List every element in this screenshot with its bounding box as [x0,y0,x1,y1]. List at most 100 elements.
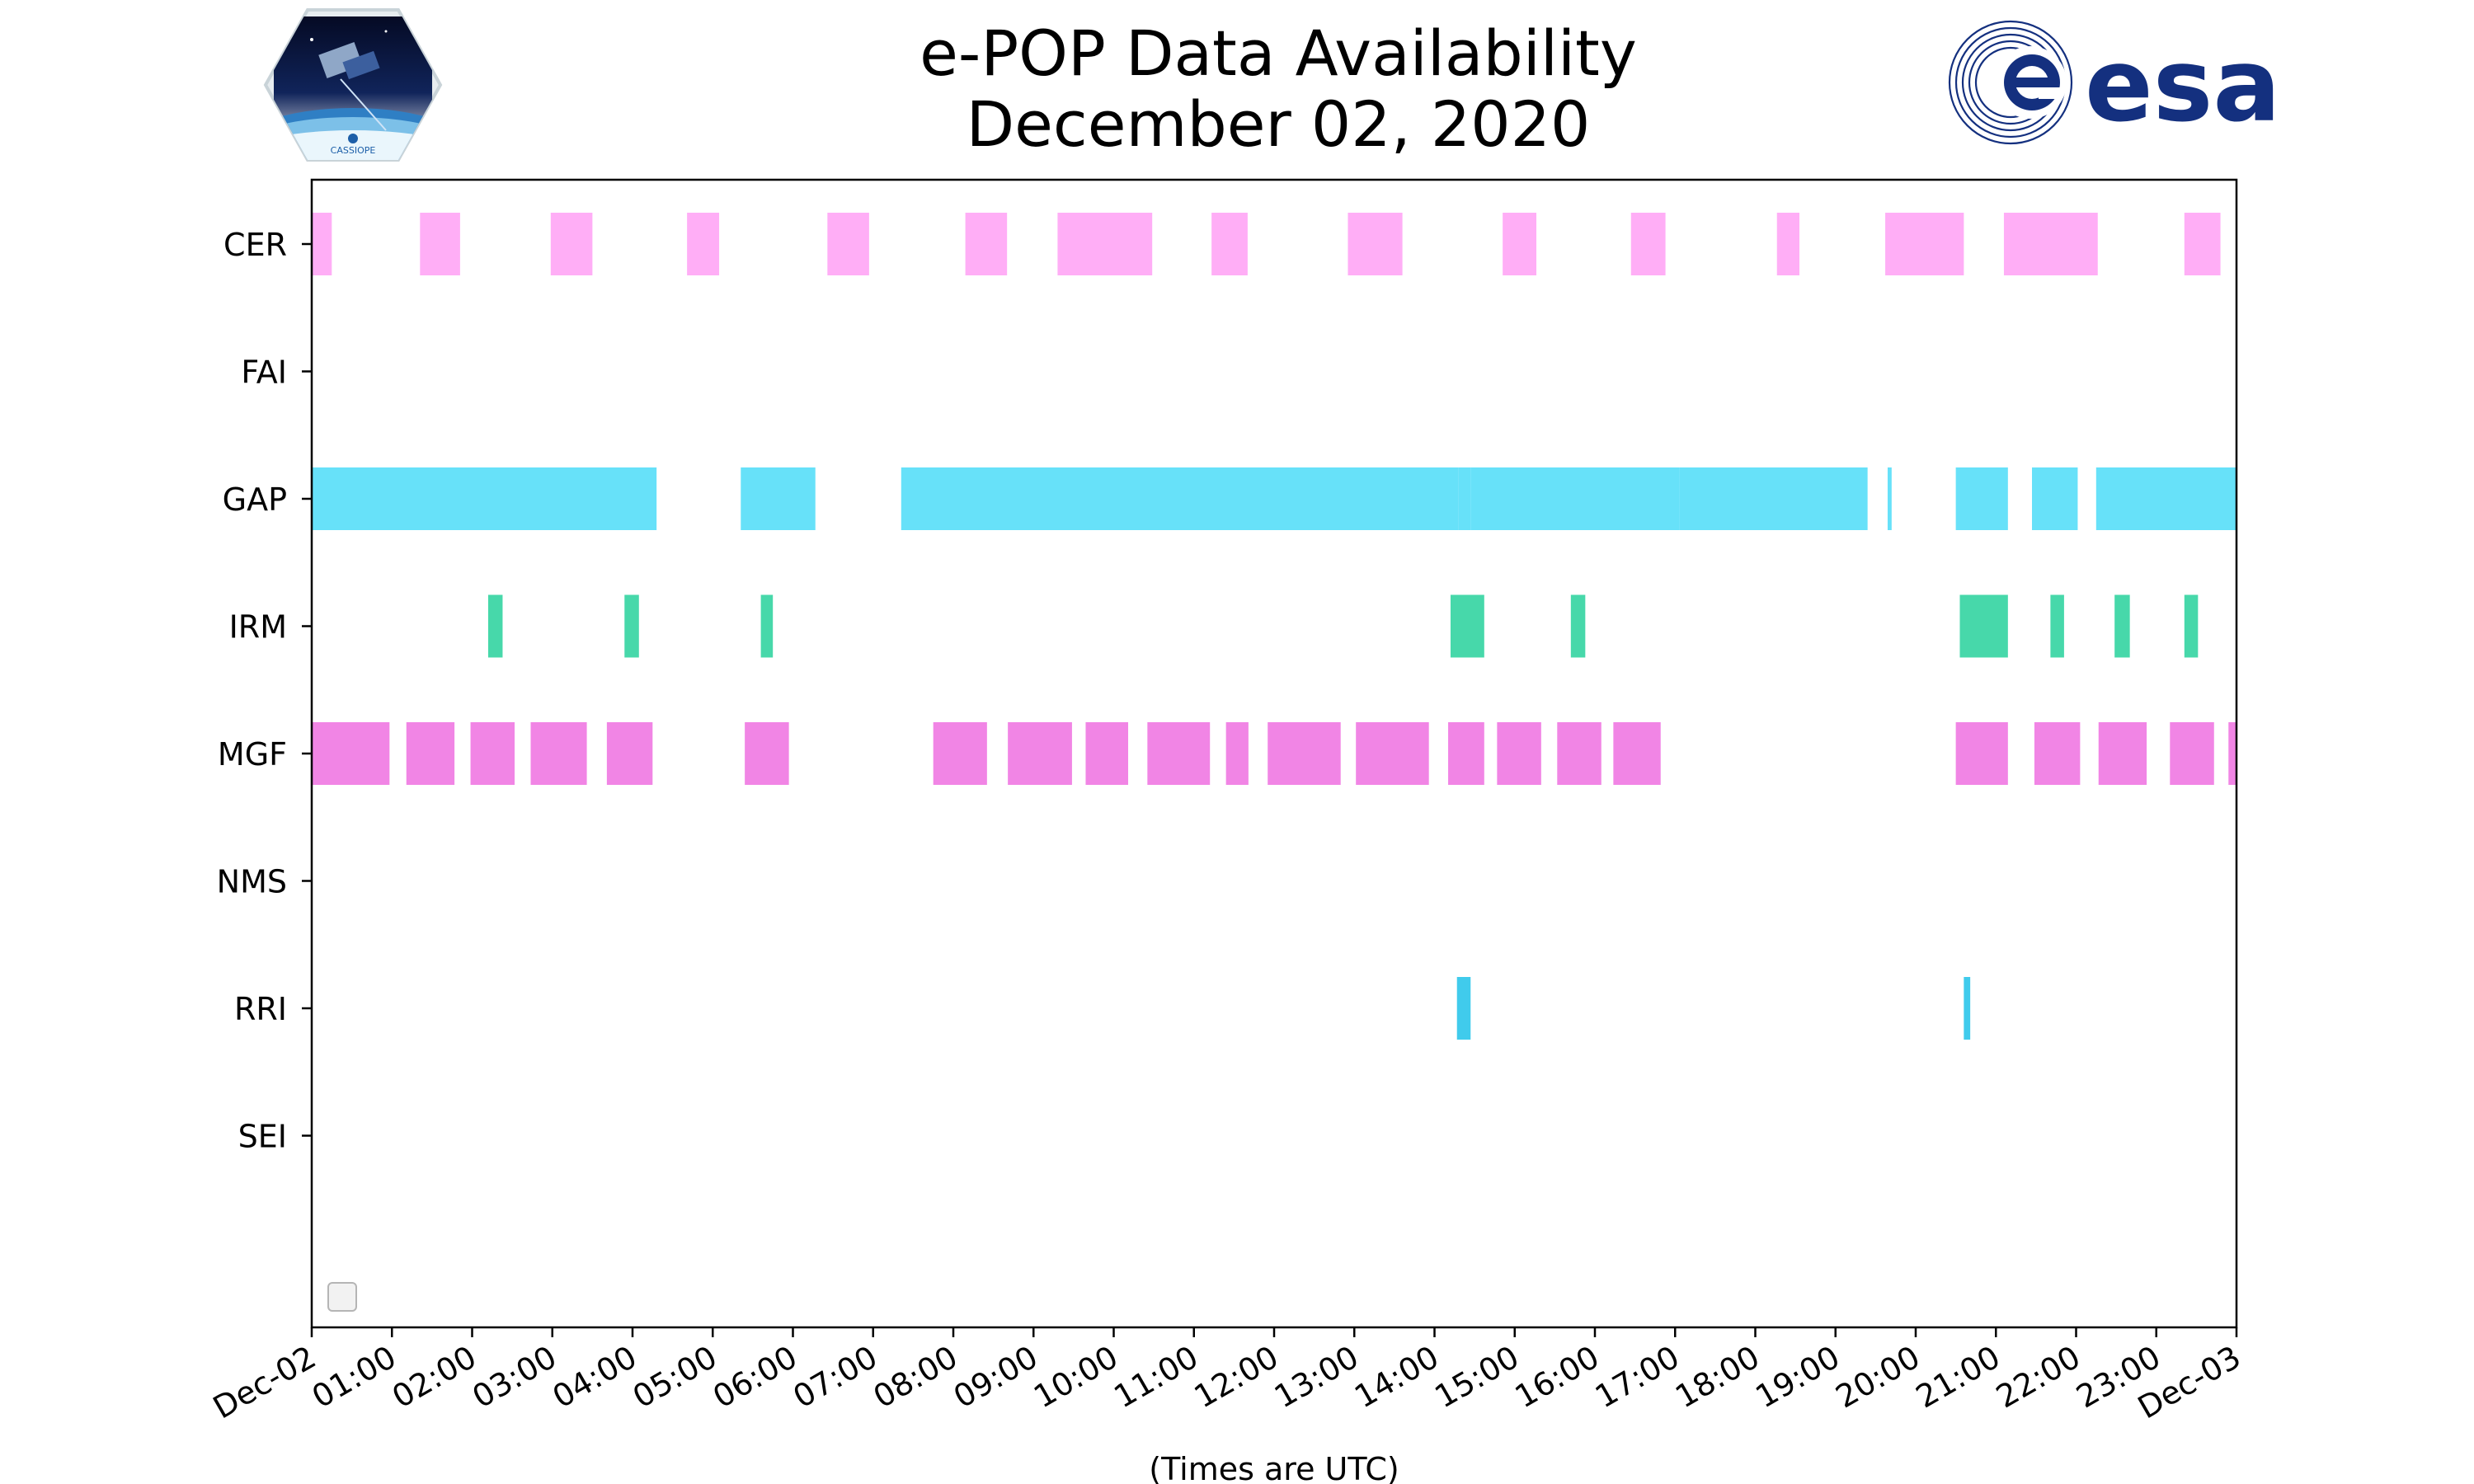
chart-title-line2: December 02, 2020 [966,87,1591,161]
bar-cer-6 [1057,213,1153,275]
bar-rri-0 [1456,977,1471,1040]
x-tick-label-13: 13:00 [1268,1339,1365,1416]
bar-cer-14 [2184,213,2221,275]
x-tick-label-8: 08:00 [868,1339,964,1416]
x-tick-label-1: 01:00 [306,1339,402,1416]
y-tick-label-rri: RRI [234,991,287,1027]
bar-mgf-20 [2170,722,2214,785]
bar-gap-1 [741,467,816,530]
bar-irm-7 [2114,594,2130,658]
bar-mgf-2 [470,722,515,785]
bar-cer-4 [827,213,869,275]
y-tick-label-mgf: MGF [218,736,287,773]
y-tick-label-irm: IRM [229,609,287,646]
bar-gap-4 [1470,467,1680,530]
x-tick-label-11: 11:00 [1108,1339,1204,1416]
bar-mgf-19 [2098,722,2147,785]
bar-cer-13 [2003,213,2098,275]
x-tick-label-21: 21:00 [1910,1339,2006,1416]
bar-gap-2 [901,467,1459,530]
bar-mgf-9 [1147,722,1211,785]
bar-cer-10 [1630,213,1666,275]
esa-logo-text: esa [2085,27,2281,144]
legend-box [327,1282,357,1312]
x-axis: Dec-0201:0002:0003:0004:0005:0006:0007:0… [207,1327,2247,1426]
bar-irm-4 [1570,594,1586,658]
bar-irm-2 [760,594,774,658]
bar-gap-6 [1887,467,1892,530]
bar-mgf-5 [745,722,789,785]
y-tick-label-cer: CER [223,227,287,263]
bar-rri-1 [1964,977,1971,1040]
bar-mgf-3 [530,722,587,785]
x-tick-label-16: 16:00 [1509,1339,1606,1416]
bars-layer [312,213,2236,1040]
y-axis: CER FAI GAP IRM MGF NMS RRI SEI [217,227,312,1155]
bar-irm-6 [2050,594,2064,658]
bar-gap-5 [1679,467,1868,530]
bar-mgf-11 [1268,722,1341,785]
bar-gap-7 [1955,467,2008,530]
bar-gap-3 [1458,467,1471,530]
x-tick-label-17: 17:00 [1589,1339,1686,1416]
y-tick-label-sei: SEI [238,1119,287,1155]
y-tick-label-nms: NMS [217,864,287,900]
bar-mgf-7 [1008,722,1072,785]
x-tick-label-3: 03:00 [466,1339,562,1416]
bar-irm-3 [1450,594,1484,658]
x-axis-label: (Times are UTC) [1149,1451,1399,1484]
bar-mgf-14 [1497,722,1541,785]
esa-logo-icon: esa [1948,20,2281,145]
bar-mgf-15 [1557,722,1602,785]
cassiope-logo-icon: CASSIOPE [263,8,443,162]
bar-irm-0 [487,594,503,658]
x-tick-label-10: 10:00 [1028,1339,1124,1416]
x-tick-label-4: 04:00 [547,1339,643,1416]
bar-irm-5 [1959,594,2008,658]
bar-mgf-0 [312,722,390,785]
chart-title-line1: e-POP Data Availability [920,16,1637,90]
cassiope-logo-text: CASSIOPE [331,145,376,156]
x-tick-label-14: 14:00 [1348,1339,1445,1416]
x-tick-label-0: Dec-02 [207,1339,322,1426]
bar-mgf-10 [1225,722,1249,785]
bar-cer-2 [550,213,593,275]
x-tick-label-18: 18:00 [1669,1339,1766,1416]
bar-mgf-1 [406,722,455,785]
x-tick-label-7: 07:00 [787,1339,883,1416]
bar-mgf-4 [606,722,653,785]
bar-mgf-18 [2034,722,2081,785]
bar-mgf-17 [1955,722,2008,785]
bar-gap-9 [2095,467,2236,530]
bar-mgf-8 [1085,722,1129,785]
x-tick-label-15: 15:00 [1428,1339,1525,1416]
bar-gap-8 [2032,467,2078,530]
bar-cer-12 [1885,213,1964,275]
bar-cer-8 [1348,213,1403,275]
bar-mgf-21 [2228,722,2236,785]
bar-cer-1 [420,213,460,275]
bar-cer-3 [687,213,720,275]
bar-cer-7 [1211,213,1248,275]
bar-mgf-12 [1356,722,1429,785]
bar-cer-11 [1776,213,1799,275]
x-tick-label-19: 19:00 [1749,1339,1846,1416]
bar-gap-0 [312,467,657,530]
bar-irm-1 [624,594,639,658]
x-tick-label-5: 05:00 [627,1339,723,1416]
bar-mgf-6 [933,722,987,785]
x-tick-label-6: 06:00 [707,1339,803,1416]
bar-irm-8 [2184,594,2199,658]
chart-title: e-POP Data Availability December 02, 202… [0,18,2474,160]
x-tick-label-9: 09:00 [948,1339,1044,1416]
bar-cer-5 [965,213,1008,275]
x-tick-label-22: 22:00 [1990,1339,2086,1416]
y-tick-label-gap: GAP [223,481,287,518]
bar-cer-0 [312,213,332,275]
x-tick-label-12: 12:00 [1188,1339,1285,1416]
x-tick-label-2: 02:00 [386,1339,482,1416]
y-tick-label-fai: FAI [241,355,287,391]
bar-mgf-13 [1448,722,1484,785]
bar-cer-9 [1503,213,1537,275]
